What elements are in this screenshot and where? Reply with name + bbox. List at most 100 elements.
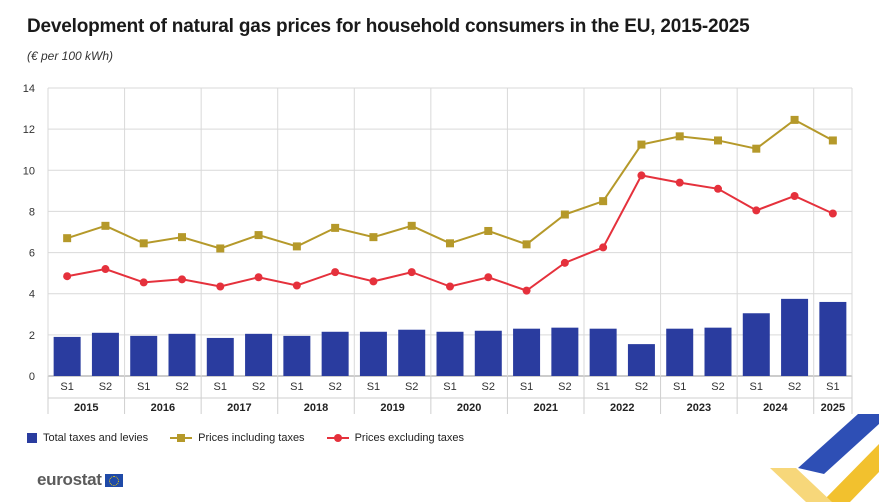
- point-incl: [254, 231, 263, 240]
- bar-taxes: [91, 332, 119, 376]
- point-incl: [139, 239, 148, 248]
- point-incl: [178, 233, 186, 242]
- corner-chevron-icon: [770, 414, 879, 502]
- legend-item-incl[interactable]: Prices including taxes: [170, 432, 305, 444]
- year-label: 2024: [763, 402, 788, 414]
- bar-taxes: [551, 327, 579, 376]
- point-excl: [675, 178, 684, 187]
- point-excl: [560, 258, 569, 267]
- point-incl: [675, 132, 684, 141]
- y-tick-label: 2: [29, 330, 35, 342]
- point-excl: [637, 171, 646, 180]
- legend-swatch-taxes: [27, 433, 37, 443]
- bar-taxes: [666, 328, 694, 376]
- legend: Total taxes and levies Prices including …: [27, 432, 464, 444]
- bar-taxes: [436, 331, 464, 376]
- bar-taxes: [474, 330, 502, 376]
- year-label: 2018: [304, 402, 328, 414]
- y-tick-label: 10: [23, 165, 35, 177]
- y-tick-label: 6: [29, 248, 35, 260]
- point-excl: [369, 277, 378, 286]
- bar-taxes: [589, 328, 617, 376]
- chart-subtitle: (€ per 100 kWh): [27, 49, 114, 63]
- bar-taxes: [742, 313, 770, 376]
- logo-text: eurostat: [37, 470, 102, 489]
- point-excl: [331, 268, 340, 277]
- point-incl: [216, 244, 225, 253]
- bar-taxes: [359, 331, 387, 376]
- year-label: 2022: [610, 402, 634, 414]
- bar-taxes: [283, 335, 311, 376]
- point-excl: [101, 265, 110, 274]
- year-label: 2025: [821, 402, 845, 414]
- point-incl: [599, 197, 608, 206]
- legend-item-excl[interactable]: Prices excluding taxes: [326, 432, 465, 444]
- bar-taxes: [704, 327, 732, 376]
- year-label: 2017: [227, 402, 251, 414]
- x-tick-label: S1: [673, 381, 686, 393]
- year-label: 2023: [687, 402, 711, 414]
- eurostat-logo: eurostat: [37, 470, 123, 490]
- year-label: 2016: [151, 402, 175, 414]
- x-tick-label: S2: [711, 381, 724, 393]
- x-tick-label: S2: [635, 381, 648, 393]
- point-excl: [63, 272, 72, 281]
- point-incl: [331, 223, 340, 232]
- x-tick-label: S1: [826, 381, 839, 393]
- chart-title: Development of natural gas prices for ho…: [27, 16, 750, 37]
- x-tick-label: S2: [328, 381, 341, 393]
- year-label: 2020: [457, 402, 481, 414]
- y-tick-label: 14: [23, 83, 35, 95]
- point-incl: [522, 240, 531, 249]
- point-excl: [446, 282, 454, 291]
- x-tick-label: S1: [214, 381, 227, 393]
- point-incl: [637, 140, 646, 149]
- legend-label-excl: Prices excluding taxes: [354, 432, 465, 444]
- point-excl: [599, 243, 608, 252]
- eu-flag-icon: [104, 473, 123, 487]
- bar-taxes: [627, 344, 655, 376]
- point-excl: [484, 273, 493, 282]
- bar-taxes: [819, 301, 847, 376]
- x-tick-label: S1: [596, 381, 609, 393]
- y-tick-label: 8: [29, 206, 35, 218]
- x-tick-label: S1: [520, 381, 533, 393]
- x-tick-label: S2: [405, 381, 418, 393]
- point-excl: [828, 209, 837, 218]
- legend-label-taxes: Total taxes and levies: [43, 432, 149, 444]
- x-tick-label: S2: [558, 381, 571, 393]
- x-tick-label: S1: [290, 381, 303, 393]
- bar-taxes: [321, 331, 349, 376]
- x-tick-label: S2: [482, 381, 495, 393]
- point-incl: [714, 136, 722, 145]
- x-tick-label: S1: [60, 381, 73, 393]
- point-excl: [292, 281, 301, 290]
- x-tick-label: S2: [99, 381, 112, 393]
- point-excl: [407, 268, 416, 277]
- bar-taxes: [206, 337, 234, 376]
- point-incl: [790, 115, 799, 124]
- point-excl: [254, 273, 263, 282]
- chart-area: 0 2 4 6 8 10 12 14 S1 S2 S1 S2 S1 S2 S1 S2 S1 S2 S1 S2 S1 S2 S…: [23, 83, 853, 414]
- x-tick-label: S1: [750, 381, 763, 393]
- x-tick-label: S1: [137, 381, 150, 393]
- x-tick-label: S2: [175, 381, 188, 393]
- point-incl: [828, 136, 837, 145]
- point-excl: [522, 286, 531, 295]
- legend-label-incl: Prices including taxes: [198, 432, 305, 444]
- legend-item-taxes[interactable]: Total taxes and levies: [27, 432, 148, 444]
- point-incl: [101, 221, 110, 230]
- x-tick-label: S1: [443, 381, 456, 393]
- point-incl: [292, 242, 301, 251]
- x-tick-label: S2: [252, 381, 265, 393]
- point-excl: [752, 206, 761, 215]
- bar-taxes: [168, 333, 196, 376]
- x-tick-label: S1: [367, 381, 380, 393]
- legend-swatch-excl: [326, 433, 349, 443]
- point-excl: [216, 282, 225, 291]
- year-label: 2015: [74, 402, 98, 414]
- point-incl: [752, 144, 761, 153]
- point-incl: [560, 210, 569, 219]
- point-incl: [369, 233, 378, 242]
- x-tick-label: S2: [788, 381, 801, 393]
